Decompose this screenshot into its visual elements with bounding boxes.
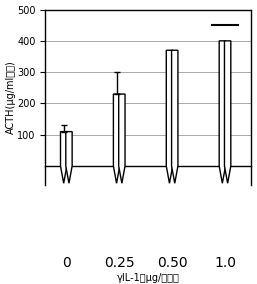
Polygon shape [166, 50, 173, 183]
Polygon shape [172, 50, 178, 183]
Polygon shape [219, 41, 226, 183]
Polygon shape [119, 94, 125, 183]
Polygon shape [224, 41, 231, 183]
Polygon shape [66, 131, 72, 183]
Y-axis label: ACTH(μg/ml血清): ACTH(μg/ml血清) [6, 60, 16, 134]
X-axis label: γIL-1（μg/动物）: γIL-1（μg/动物） [117, 273, 180, 283]
Polygon shape [113, 94, 120, 183]
Polygon shape [60, 131, 67, 183]
